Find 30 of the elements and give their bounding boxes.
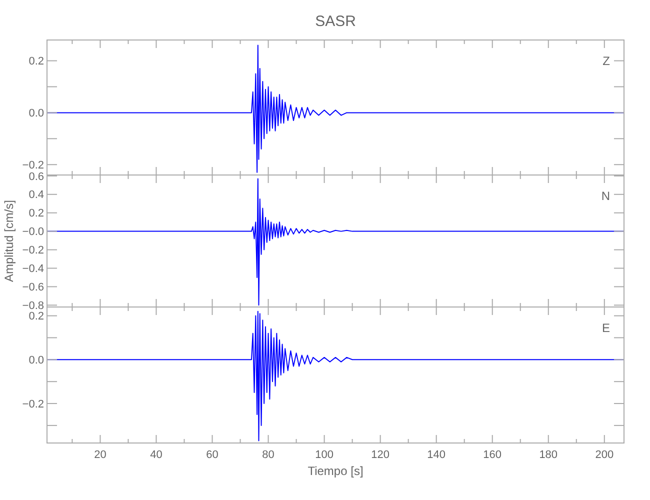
- x-tick-label: 80: [262, 449, 274, 461]
- y-tick-label: −0.4: [22, 263, 44, 276]
- y-axis-title: Amplitud [cm/s]: [2, 200, 16, 282]
- y-tick-label: 0.0: [28, 354, 44, 366]
- x-tick-label: 40: [150, 449, 162, 461]
- annotation: N: [601, 189, 610, 203]
- y-tick-label: 0.4: [28, 189, 44, 202]
- x-tick-label: 60: [206, 449, 218, 461]
- x-axis-title: Tiempo [s]: [308, 464, 364, 478]
- y-tick-label: −0.2: [22, 159, 44, 172]
- x-tick-label: 140: [427, 449, 446, 461]
- y-tick-label: 0.6: [28, 170, 44, 183]
- y-tick-label: −0.0: [22, 226, 44, 238]
- chart-title: SASR: [315, 13, 356, 30]
- y-tick-label: −0.8: [22, 300, 44, 312]
- x-tick-label: 160: [483, 449, 502, 461]
- y-tick-label: 0.2: [28, 310, 44, 323]
- x-tick-label: 200: [595, 449, 614, 461]
- x-tick-label: 120: [371, 449, 390, 461]
- y-tick-label: 0.2: [28, 56, 44, 68]
- y-tick-label: 0.0: [28, 108, 44, 120]
- annotation: E: [602, 321, 610, 335]
- x-tick-label: 100: [315, 449, 334, 461]
- y-tick-label: −0.6: [22, 282, 44, 294]
- y-tick-label: −0.2: [22, 398, 44, 410]
- y-tick-label: −0.2: [22, 244, 44, 257]
- annotation: Z: [602, 54, 610, 68]
- x-tick-label: 20: [94, 449, 106, 461]
- x-tick-label: 180: [539, 449, 558, 461]
- y-tick-label: 0.2: [28, 208, 44, 220]
